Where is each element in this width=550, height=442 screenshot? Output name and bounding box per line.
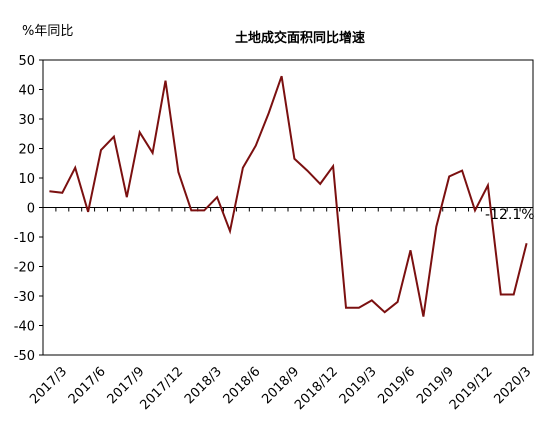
y-tick-label: -20: [14, 261, 35, 276]
y-tick-label: -30: [14, 290, 35, 305]
y-tick-label: 0: [27, 202, 35, 217]
x-tick-label: 2017/12: [137, 364, 186, 413]
y-tick-label: 50: [18, 54, 35, 69]
series-line: [49, 75, 528, 317]
y-axis-unit-label: %年同比: [22, 24, 73, 39]
x-tick-label: 2020/3: [491, 364, 534, 407]
x-tick-label: 2019/12: [447, 364, 496, 413]
y-tick-label: 30: [18, 113, 35, 128]
y-tick-label: -50: [14, 349, 35, 364]
x-tick-label: 2018/3: [182, 364, 225, 407]
last-value-label: -12.1%: [485, 207, 535, 223]
x-tick-label: 2019/3: [337, 364, 380, 407]
x-tick-label: 2017/3: [27, 364, 70, 407]
y-tick-label: 10: [18, 172, 35, 187]
y-axis: 50 40 30 20 10 0 -10 -20 -30 -40 -50: [14, 54, 533, 364]
y-tick-label: -40: [14, 320, 35, 335]
annotation-layer: -12.1%: [485, 207, 535, 223]
y-tick-label: 20: [18, 143, 35, 158]
x-tick-label: 2017/6: [66, 364, 109, 407]
chart-title: 土地成交面积同比增速: [235, 30, 365, 46]
y-tick-label: 40: [18, 84, 35, 99]
y-tick-label: -10: [14, 231, 35, 246]
x-tick-label: 2018/6: [221, 364, 264, 407]
x-tick-label: 2018/12: [292, 364, 341, 413]
series-layer: [49, 75, 528, 317]
x-tick-label: 2019/6: [375, 364, 418, 407]
x-axis: 2017/32017/62017/92017/122018/32018/6201…: [27, 207, 534, 413]
